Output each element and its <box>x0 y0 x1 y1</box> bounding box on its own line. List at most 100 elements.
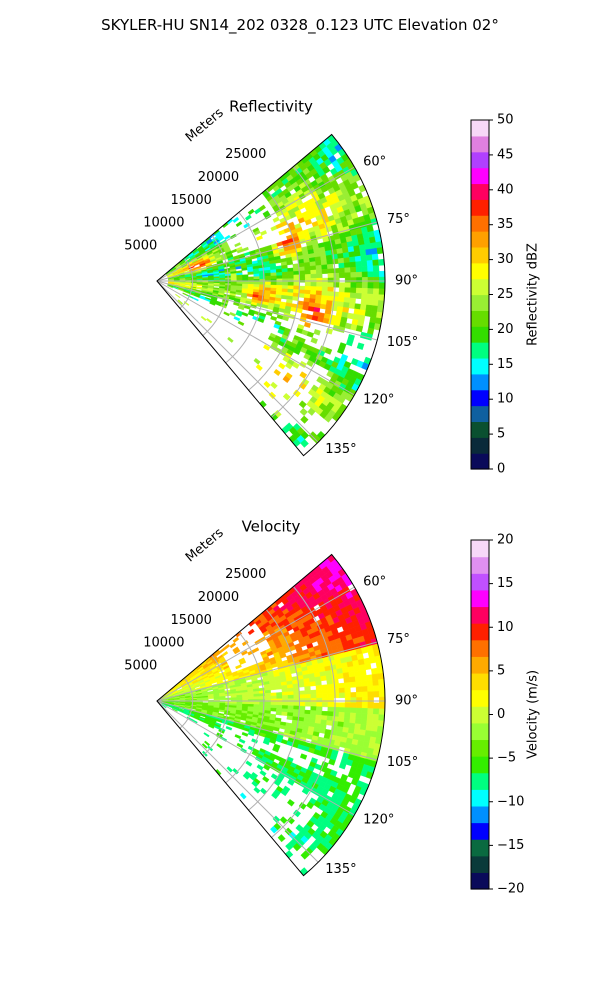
radar-cell <box>372 259 380 267</box>
radar-cell <box>348 671 356 678</box>
radar-cell <box>362 697 369 703</box>
colorbar-label: Velocity (m/s) <box>526 670 541 759</box>
azimuth-tick-label: 60° <box>363 575 386 590</box>
azimuth-gridline <box>156 700 355 816</box>
radar-cell <box>287 691 294 696</box>
radar-cell <box>332 678 339 685</box>
radar-cell <box>316 706 323 712</box>
radar-cell <box>177 300 183 306</box>
radar-cell <box>349 676 356 683</box>
radar-cell <box>253 281 260 285</box>
radar-cell <box>344 287 351 294</box>
radar-cell <box>305 698 312 703</box>
radar-cell <box>332 258 339 265</box>
radar-cell <box>281 285 289 290</box>
radar-cell <box>328 758 336 766</box>
radar-cell <box>253 786 261 794</box>
radar-cell <box>344 272 352 278</box>
range-tick-label: 20000 <box>198 590 239 605</box>
radar-cell <box>370 667 378 675</box>
colorbar-swatch <box>471 357 489 375</box>
radar-cell <box>304 709 311 715</box>
radar-cell <box>272 815 281 824</box>
radar-cell <box>276 692 283 697</box>
azimuth-tick-label: 75° <box>387 212 410 227</box>
radar-cell <box>366 259 374 267</box>
radar-cell <box>293 698 300 703</box>
radar-cell <box>293 705 300 710</box>
colorbar-tick-label: −20 <box>497 882 524 897</box>
radar-cell <box>350 707 357 714</box>
radar-cell <box>372 713 380 721</box>
colorbar-tick-label: 30 <box>497 252 514 267</box>
radar-cell <box>263 380 271 389</box>
radar-cell <box>361 260 368 267</box>
radar-cell <box>344 697 351 703</box>
radar-cell <box>326 720 333 726</box>
colorbar-swatch <box>471 822 489 840</box>
radar-cell <box>344 282 352 289</box>
radar-cell <box>237 320 245 326</box>
radar-cell <box>367 282 374 289</box>
radar-cell <box>327 697 334 703</box>
radar-cell <box>327 273 334 279</box>
radar-cell <box>354 723 362 730</box>
radar-cell <box>225 726 233 731</box>
radar-cell <box>315 689 323 695</box>
radar-cell <box>378 684 386 692</box>
radar-cell <box>282 392 291 401</box>
colorbar-swatch <box>471 722 489 741</box>
radar-cell <box>344 712 351 719</box>
radar-cell <box>303 321 312 328</box>
radar-cell <box>327 277 334 283</box>
radar-cell <box>287 705 294 710</box>
radar-cell <box>322 277 329 283</box>
radar-cell <box>270 704 277 709</box>
radar-cell <box>316 282 323 288</box>
radar-cell <box>270 825 278 834</box>
radar-cell <box>378 288 386 296</box>
radar-cell <box>365 304 373 312</box>
panel-title: Velocity <box>242 518 301 536</box>
radar-cell <box>355 686 363 693</box>
radar-cell <box>310 286 317 291</box>
radar-cell <box>276 275 283 280</box>
radar-cell <box>343 682 351 689</box>
colorbar-tick-label: 40 <box>497 182 514 197</box>
radar-cell <box>304 282 312 287</box>
radar-cell <box>327 291 334 297</box>
radar-cell <box>350 266 357 273</box>
radar-cell <box>372 679 380 687</box>
colorbar-swatch <box>471 246 489 264</box>
radar-cell <box>304 685 311 691</box>
radar-cell <box>253 696 260 700</box>
radar-cell <box>242 773 250 780</box>
colorbar-swatch <box>471 294 489 311</box>
radar-cell <box>360 675 368 682</box>
radar-cell <box>373 702 380 710</box>
radar-cell <box>260 230 268 236</box>
azimuth-tick-label: 105° <box>387 335 418 350</box>
colorbar-tick-label: 45 <box>497 147 514 162</box>
radar-cell <box>321 693 329 699</box>
figure-title: SKYLER-HU SN14_202 0328_0.123 UTC Elevat… <box>101 16 499 34</box>
radar-cell <box>378 270 386 278</box>
radar-cell <box>282 281 289 286</box>
radar-cell <box>235 312 243 317</box>
azimuth-gridline <box>156 700 319 863</box>
colorbar-swatch <box>471 756 489 774</box>
radar-cell <box>343 677 351 684</box>
radar-cell <box>273 368 281 377</box>
radar-cell <box>230 697 238 700</box>
radar-cell <box>350 702 357 709</box>
radar-cell <box>359 303 367 311</box>
radar-cell <box>309 681 317 687</box>
radar-cell <box>281 688 289 693</box>
radar-cell <box>373 691 380 698</box>
colorbar-swatch <box>471 215 489 232</box>
radar-cell <box>338 692 346 699</box>
radar-cell <box>341 247 349 254</box>
radar-cell <box>327 706 334 713</box>
radar-cell <box>298 682 305 688</box>
